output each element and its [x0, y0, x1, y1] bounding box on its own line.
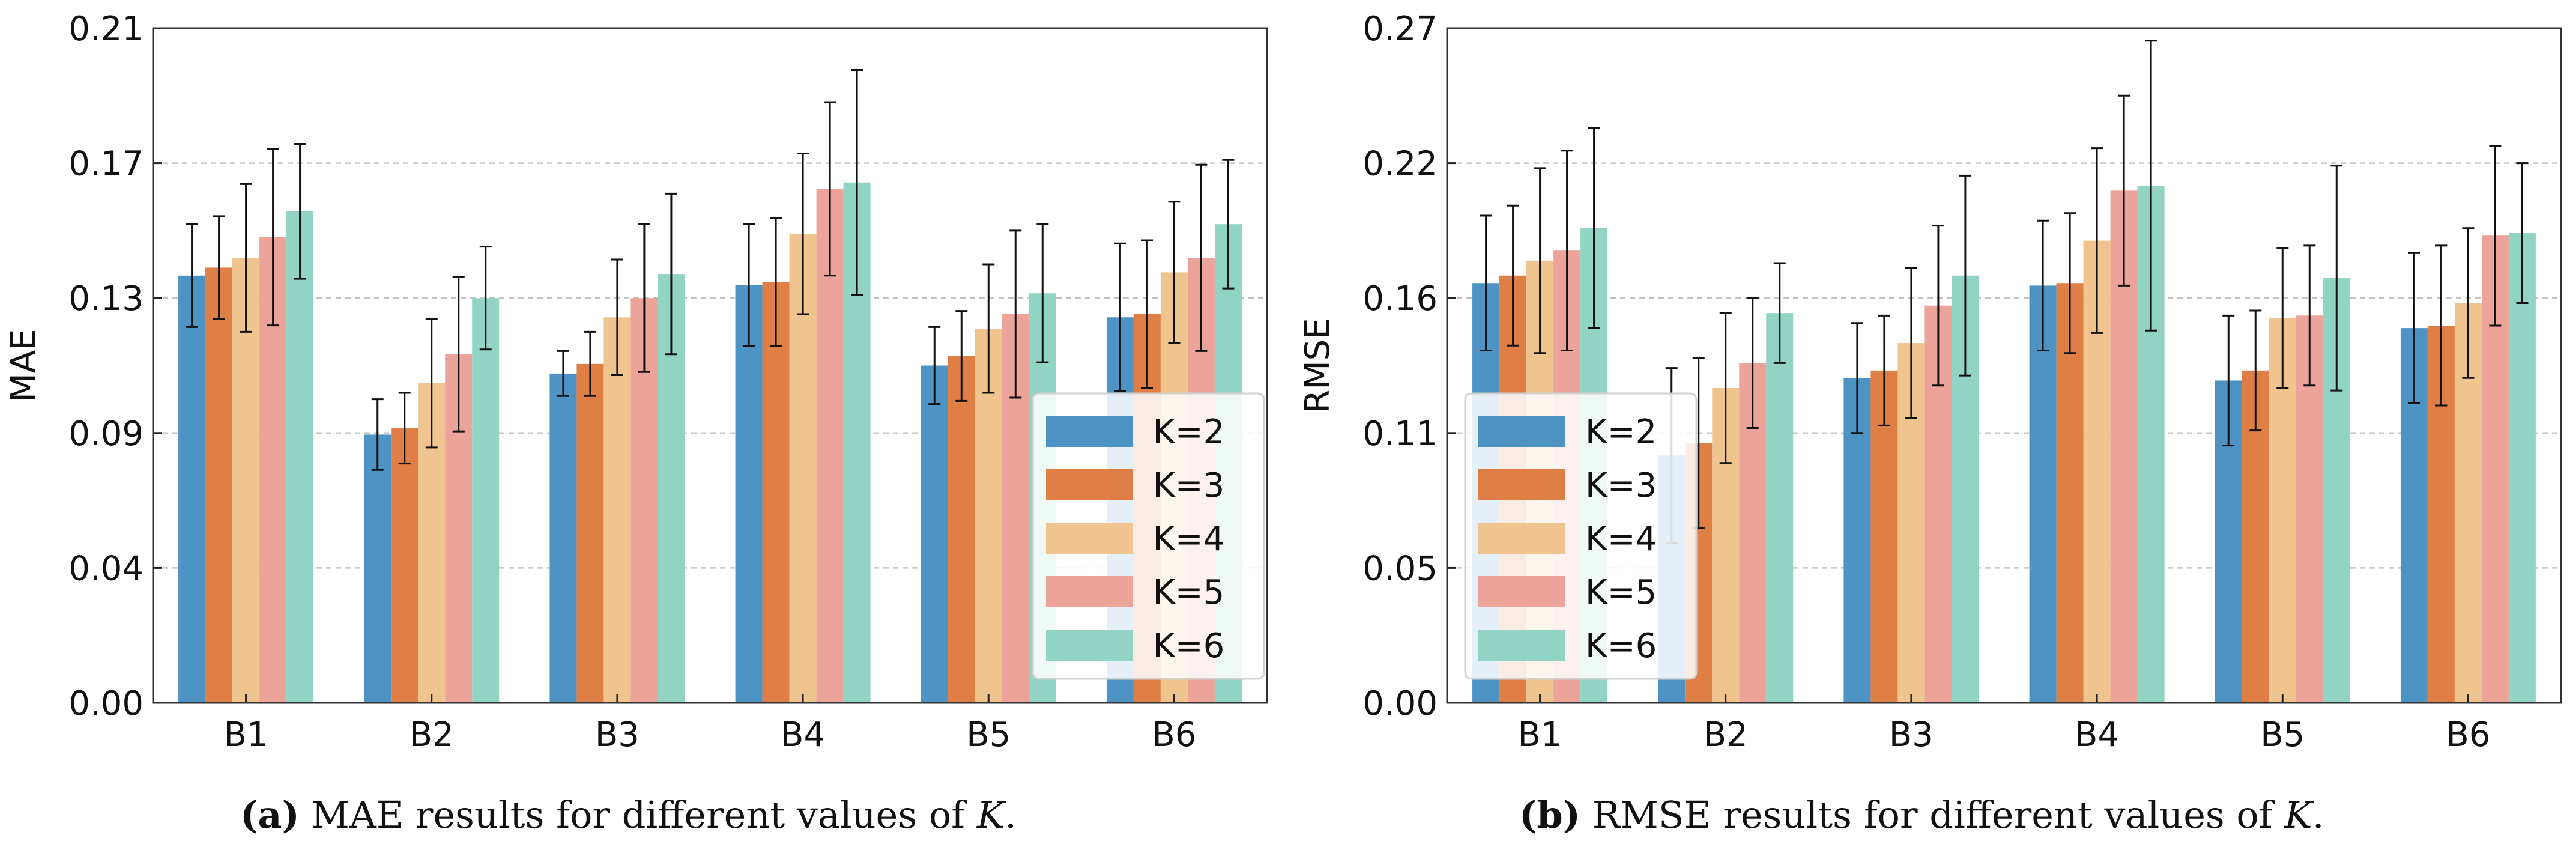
x-tick-label-b4: B4	[2075, 715, 2119, 754]
bar-b5-k3	[948, 356, 975, 703]
x-tick-label-b2: B2	[1704, 715, 1748, 754]
bar-b3-k2	[549, 373, 577, 703]
legend-box	[1464, 392, 1698, 680]
legend-swatch-k6	[1478, 630, 1565, 661]
bar-b2-k6	[472, 298, 500, 703]
legend-label: K=4	[1585, 520, 1657, 559]
legend-label: K=6	[1585, 627, 1657, 666]
bar-b6-k6	[2508, 233, 2536, 703]
x-tick-label-b2: B2	[410, 715, 454, 754]
legend: K=2 K=3 K=4 K=5 K=6	[1464, 392, 1698, 680]
x-tick-label-b3: B3	[595, 715, 639, 754]
x-tick-label-b1: B1	[224, 715, 268, 754]
legend-swatch-k2	[1478, 416, 1565, 447]
bar-b4-k2	[2029, 285, 2057, 703]
legend-swatch-k5	[1478, 576, 1565, 607]
legend-label: K=2	[1153, 413, 1224, 452]
legend-swatch-k5	[1046, 576, 1133, 607]
caption-rmse-text: RMSE results for different values of	[1580, 793, 2285, 837]
bar-b3-k4	[603, 317, 631, 703]
bar-b1-k2	[178, 275, 206, 703]
caption-rmse-var: K	[2284, 793, 2312, 837]
x-tick-label-b5: B5	[966, 715, 1011, 754]
y-tick-label: 0.13	[68, 279, 144, 318]
caption-mae-end: .	[1005, 793, 1017, 837]
caption-rmse-end: .	[2312, 793, 2324, 837]
x-tick-label-b4: B4	[781, 715, 825, 754]
x-tick-label-b6: B6	[2446, 715, 2490, 754]
bar-b4-k2	[735, 285, 763, 703]
bar-b1-k6	[286, 211, 314, 703]
y-tick-label: 0.00	[1362, 684, 1438, 723]
legend-box	[1032, 392, 1265, 680]
legend-label: K=5	[1585, 573, 1657, 612]
y-tick-label: 0.00	[68, 684, 144, 723]
legend-swatch-k3	[1478, 469, 1565, 500]
figure: 0.00 0.04 0.09 0.13 0.17 0.21 MAE B1 B2 B3 B4 B5 B6 K…	[4, 10, 2562, 754]
y-tick-label: 0.04	[68, 549, 144, 588]
legend-swatch-k4	[1478, 523, 1565, 554]
bar-b5-k2	[921, 365, 948, 703]
x-tick-label-b6: B6	[1152, 715, 1196, 754]
x-tick-label-b5: B5	[2260, 715, 2305, 754]
bar-b3-k3	[576, 363, 604, 703]
caption-mae-text: MAE results for different values of	[299, 793, 977, 837]
legend-label: K=3	[1585, 466, 1657, 505]
y-axis-label: MAE	[4, 329, 43, 402]
legend-label: K=2	[1585, 413, 1657, 452]
bar-b2-k3	[391, 428, 419, 703]
y-tick-label: 0.21	[68, 10, 144, 49]
legend-label: K=4	[1153, 520, 1224, 559]
y-tick-label: 0.27	[1362, 10, 1438, 49]
y-tick-label: 0.17	[68, 145, 144, 184]
y-tick-label: 0.22	[1362, 145, 1438, 184]
y-axis-label: RMSE	[1298, 318, 1337, 413]
y-tick-label: 0.05	[1362, 549, 1438, 588]
legend-label: K=5	[1153, 573, 1224, 612]
x-tick-label-b3: B3	[1889, 715, 1934, 754]
bar-b2-k2	[364, 434, 392, 703]
legend-swatch-k6	[1046, 630, 1133, 661]
caption-rmse: (b) RMSE results for different values of…	[1519, 793, 2324, 837]
y-tick-label: 0.09	[68, 414, 144, 454]
y-tick-label: 0.16	[1362, 279, 1438, 318]
caption-mae-var: K	[976, 793, 1005, 837]
chart-mae: 0.00 0.04 0.09 0.13 0.17 0.21 MAE B1 B2 B3 B4 B5 B6 K…	[4, 10, 1268, 754]
legend-swatch-k2	[1046, 416, 1133, 447]
legend-swatch-k3	[1046, 469, 1133, 500]
legend-label: K=6	[1153, 627, 1224, 666]
legend: K=2 K=3 K=4 K=5 K=6	[1032, 392, 1265, 680]
plot-frame	[152, 27, 1268, 704]
bar-b4-k3	[762, 282, 790, 703]
x-tick-label-b1: B1	[1518, 715, 1562, 754]
y-tick-label: 0.11	[1362, 414, 1438, 454]
caption-mae: (a) MAE results for different values of …	[240, 793, 1017, 837]
bar-b1-k3	[205, 267, 233, 703]
caption-mae-letter: (a)	[240, 793, 300, 837]
legend-swatch-k4	[1046, 523, 1133, 554]
chart-rmse: 0.00 0.05 0.11 0.16 0.22 0.27 RMSE B1 B2 B3 B4 B5 B6…	[1298, 10, 2562, 754]
bar-b2-k6	[1766, 313, 1794, 703]
legend-label: K=3	[1153, 466, 1224, 505]
caption-rmse-letter: (b)	[1519, 793, 1581, 837]
plot-frame	[1446, 27, 2562, 704]
